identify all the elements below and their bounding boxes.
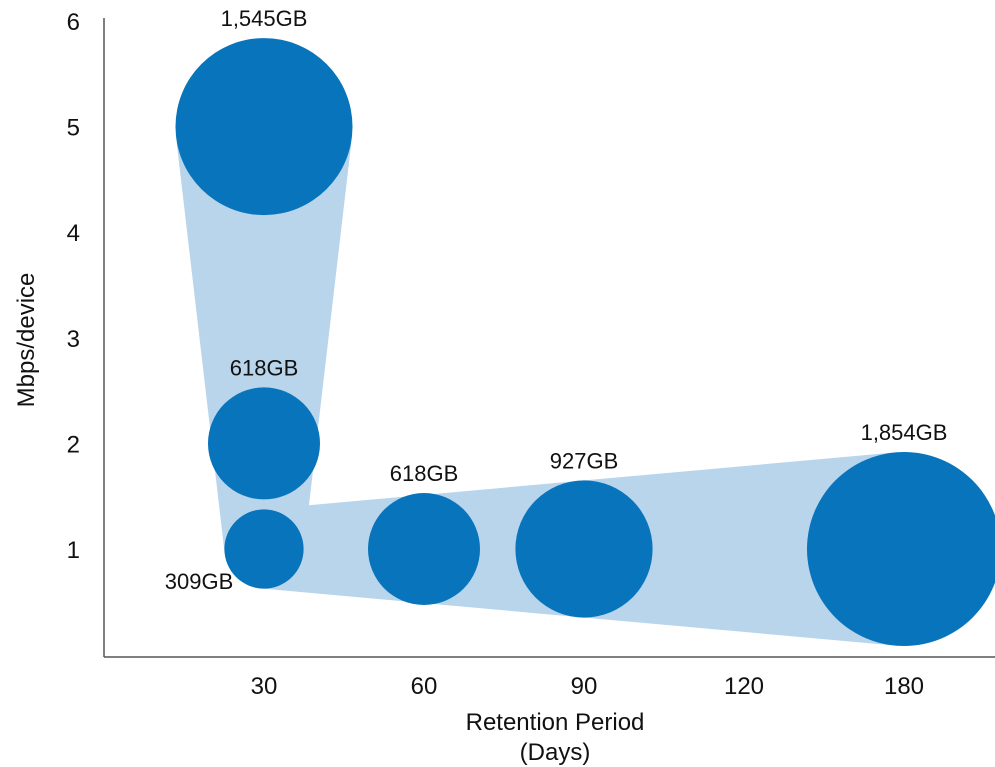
bubble-label: 618GB	[230, 355, 299, 380]
x-axis-title: Retention Period	[466, 709, 645, 736]
data-bubble	[208, 387, 320, 500]
x-tick-labels: 30 60 90 120 180	[251, 673, 924, 700]
y-tick-label: 1	[67, 537, 80, 564]
data-bubble	[224, 509, 304, 589]
y-tick-label: 2	[67, 431, 80, 458]
y-axis-title: Mbps/device	[13, 273, 40, 408]
bubble-label: 309GB	[165, 569, 234, 594]
data-bubble	[368, 493, 480, 605]
x-axis-title-unit: (Days)	[520, 739, 591, 766]
data-bubble	[515, 480, 653, 618]
x-tick-label: 90	[571, 673, 598, 700]
y-tick-labels: 1 2 3 4 5 6	[67, 9, 80, 564]
x-tick-label: 180	[884, 673, 924, 700]
bubbles	[175, 38, 995, 646]
x-tick-label: 120	[724, 673, 764, 700]
y-tick-label: 4	[67, 220, 80, 247]
x-tick-label: 60	[411, 673, 438, 700]
data-bubble	[807, 452, 995, 646]
x-tick-label: 30	[251, 673, 278, 700]
bubble-labels: 1,545GB 618GB 309GB 618GB 927GB 1,854GB	[165, 6, 948, 594]
y-tick-label: 5	[67, 115, 80, 142]
y-tick-label: 3	[67, 326, 80, 353]
data-bubble	[175, 38, 353, 216]
bubble-label: 927GB	[550, 448, 619, 473]
bubble-label: 1,854GB	[861, 420, 948, 445]
bubble-label: 618GB	[390, 461, 459, 486]
y-tick-label: 6	[67, 9, 80, 36]
bubble-label: 1,545GB	[221, 6, 308, 31]
